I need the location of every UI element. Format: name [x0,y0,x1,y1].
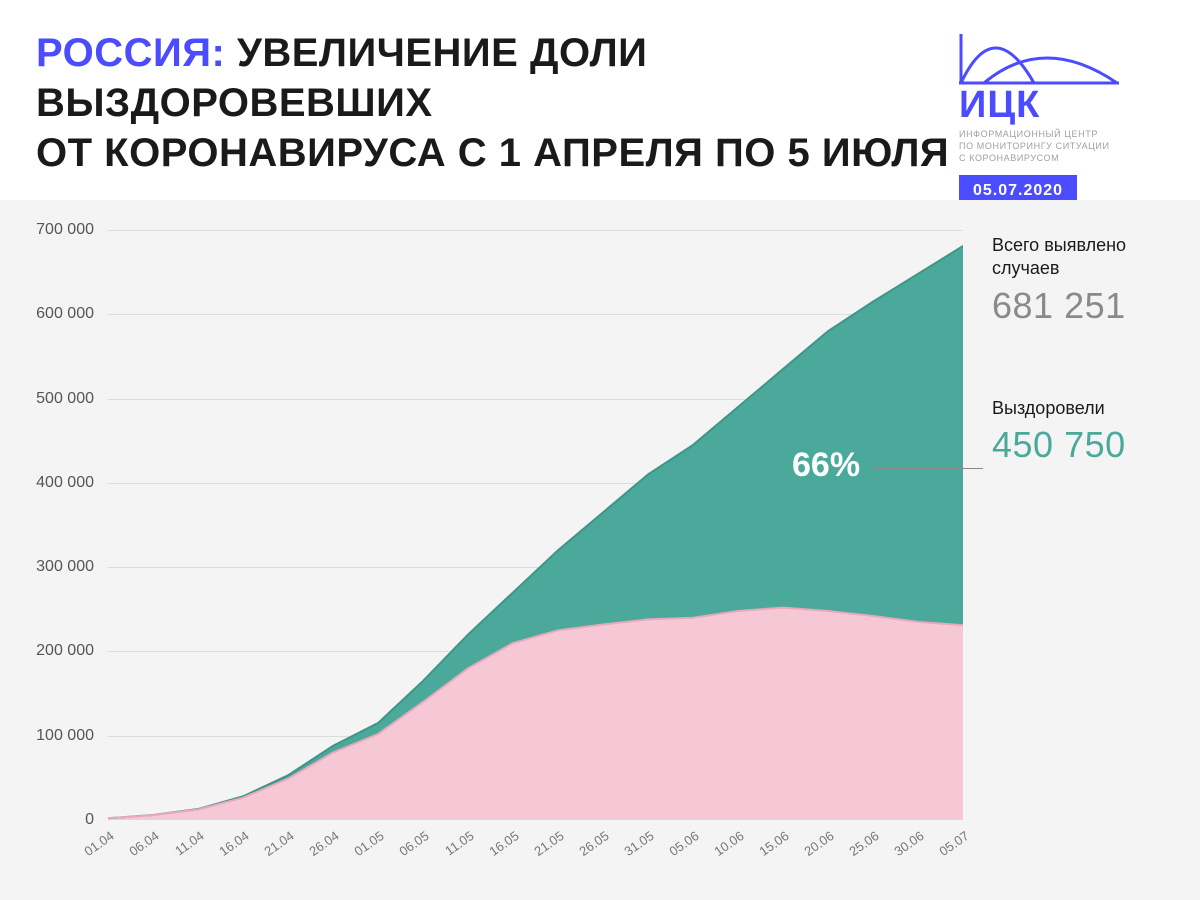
y-tick-label: 700 000 [36,221,94,239]
x-tick-label: 31.05 [621,828,656,859]
x-tick-label: 06.04 [126,828,161,859]
x-tick-label: 26.05 [576,828,611,859]
x-tick-label: 16.04 [216,828,251,859]
logo-curve-icon [959,28,1119,90]
x-tick-label: 21.04 [261,828,296,859]
logo-block: ИЦК ИНФОРМАЦИОННЫЙ ЦЕНТР ПО МОНИТОРИНГУ … [959,28,1164,207]
percent-callout: 66% [792,446,860,485]
logo-sub-2: ПО МОНИТОРИНГУ СИТУАЦИИ [959,140,1164,152]
remaining-cases-area [108,608,963,820]
x-tick-label: 21.05 [531,828,566,859]
x-tick-label: 01.05 [351,828,386,859]
title-block: РОССИЯ: УВЕЛИЧЕНИЕ ДОЛИ ВЫЗДОРОВЕВШИХ ОТ… [36,28,959,178]
logo-sub-3: С КОРОНАВИРУСОМ [959,152,1164,164]
recovered-label: Выздоровели [992,397,1182,420]
x-tick-label: 20.06 [801,828,836,859]
plot-region: 0100 000200 000300 000400 000500 000600 … [108,230,963,820]
y-tick-label: 100 000 [36,727,94,745]
logo-sub-1: ИНФОРМАЦИОННЫЙ ЦЕНТР [959,128,1164,140]
logo-subtitle: ИНФОРМАЦИОННЫЙ ЦЕНТР ПО МОНИТОРИНГУ СИТУ… [959,128,1164,164]
x-tick-label: 05.07 [936,828,971,859]
x-tick-label: 01.04 [81,828,116,859]
x-tick-label: 11.04 [172,828,206,858]
title-prefix: РОССИЯ: [36,31,225,75]
y-tick-label: 500 000 [36,390,94,408]
x-tick-label: 30.06 [891,828,926,859]
x-tick-label: 10.06 [711,828,746,859]
y-tick-label: 300 000 [36,558,94,576]
x-tick-label: 15.06 [756,828,791,859]
x-tick-label: 26.04 [306,828,341,859]
y-tick-label: 400 000 [36,474,94,492]
title-line2: ОТ КОРОНАВИРУСА С 1 АПРЕЛЯ ПО 5 ИЮЛЯ [36,128,959,178]
stats-panel: Всего выявлено случаев 681 251 Выздорове… [992,234,1182,466]
x-tick-label: 25.06 [846,828,881,859]
connector-line [874,468,983,469]
logo-abbr: ИЦК [959,88,1164,122]
y-tick-label: 600 000 [36,305,94,323]
total-cases-label: Всего выявлено случаев [992,234,1182,281]
x-tick-label: 06.05 [396,828,431,859]
y-tick-label: 200 000 [36,642,94,660]
x-tick-label: 16.05 [486,828,521,859]
y-tick-label: 0 [85,811,94,829]
x-tick-label: 05.06 [666,828,701,859]
recovered-value: 450 750 [992,424,1182,466]
x-tick-label: 11.05 [442,828,476,858]
chart-svg [108,230,963,820]
total-cases-value: 681 251 [992,285,1182,327]
chart-area: 0 100 000 200 000 300 000 400 000 500 000 600 … [0,200,1200,900]
